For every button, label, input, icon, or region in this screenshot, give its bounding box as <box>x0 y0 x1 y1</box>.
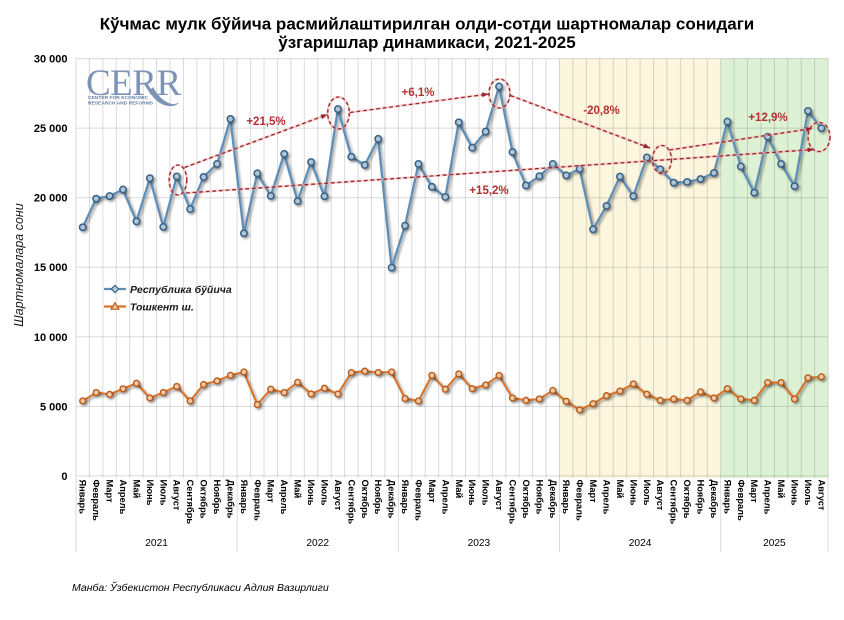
svg-text:Август: Август <box>816 480 826 511</box>
svg-text:CENTER FOR ECONOMIC: CENTER FOR ECONOMIC <box>88 95 149 101</box>
svg-text:Апрель: Апрель <box>763 480 773 515</box>
svg-text:Июль: Июль <box>642 480 652 506</box>
svg-text:Июль: Июль <box>158 480 168 506</box>
svg-text:2023: 2023 <box>468 538 491 549</box>
svg-text:Октябрь: Октябрь <box>360 480 370 519</box>
svg-text:Июль: Июль <box>803 480 813 506</box>
svg-text:+6,1%: +6,1% <box>402 87 435 99</box>
svg-text:ўзгаришлар динамикаси, 2021-20: ўзгаришлар динамикаси, 2021-2025 <box>278 33 575 52</box>
svg-text:Октябрь: Октябрь <box>682 480 692 519</box>
svg-text:Июнь: Июнь <box>790 480 800 506</box>
svg-text:Кўчмас мулк бўйича расмийлашти: Кўчмас мулк бўйича расмийлаштирилган олд… <box>100 15 755 34</box>
svg-text:RESEARCH AND REFORMS: RESEARCH AND REFORMS <box>88 100 154 106</box>
svg-text:+12,9%: +12,9% <box>748 112 787 124</box>
svg-text:Июнь: Июнь <box>628 480 638 506</box>
svg-text:Октябрь: Октябрь <box>199 480 209 519</box>
svg-text:2021: 2021 <box>145 538 168 549</box>
svg-text:Июль: Июль <box>319 480 329 506</box>
svg-text:10 000: 10 000 <box>34 332 68 344</box>
svg-text:Тошкент ш.: Тошкент ш. <box>130 302 194 314</box>
svg-text:Апрель: Апрель <box>440 480 450 515</box>
svg-text:25 000: 25 000 <box>34 123 68 135</box>
svg-text:Май: Май <box>293 480 303 499</box>
svg-text:Март: Март <box>588 480 598 504</box>
svg-text:Сентябрь: Сентябрь <box>185 480 195 525</box>
svg-text:Январь: Январь <box>239 480 249 515</box>
svg-text:CERR: CERR <box>86 63 181 104</box>
svg-text:Сентябрь: Сентябрь <box>507 480 517 525</box>
svg-text:Ноябрь: Ноябрь <box>534 480 544 515</box>
svg-text:+15,2%: +15,2% <box>469 185 508 197</box>
svg-text:Февраль: Февраль <box>91 480 101 522</box>
svg-text:Июнь: Июнь <box>306 480 316 506</box>
svg-text:Май: Май <box>776 480 786 499</box>
svg-text:Август: Август <box>655 480 665 511</box>
svg-text:Апрель: Апрель <box>279 480 289 515</box>
svg-text:Апрель: Апрель <box>602 480 612 515</box>
svg-text:Март: Март <box>749 480 759 504</box>
svg-text:Май: Май <box>454 480 464 499</box>
svg-text:Декабрь: Декабрь <box>709 480 719 519</box>
svg-text:Март: Март <box>427 480 437 504</box>
svg-text:5 000: 5 000 <box>40 401 68 413</box>
svg-text:Шартномалара сони: Шартномалара сони <box>12 203 26 326</box>
svg-text:Манба: Ўзбекистон Республикаси: Манба: Ўзбекистон Республикаси Адлия Ваз… <box>72 581 329 594</box>
svg-text:0: 0 <box>61 471 67 483</box>
svg-text:15 000: 15 000 <box>34 262 68 274</box>
svg-text:Март: Март <box>105 480 115 504</box>
svg-text:Ноябрь: Ноябрь <box>373 480 383 515</box>
svg-text:Республика бўйича: Республика бўйича <box>130 284 232 296</box>
svg-text:30 000: 30 000 <box>34 54 68 66</box>
svg-text:Февраль: Февраль <box>575 480 585 522</box>
svg-text:2025: 2025 <box>763 538 786 549</box>
svg-text:Январь: Январь <box>400 480 410 515</box>
svg-text:Сентябрь: Сентябрь <box>346 480 356 525</box>
svg-text:Август: Август <box>172 480 182 511</box>
svg-text:+21,5%: +21,5% <box>246 116 285 128</box>
svg-text:Май: Май <box>131 480 141 499</box>
svg-text:Ноябрь: Ноябрь <box>212 480 222 515</box>
svg-text:Январь: Январь <box>722 480 732 515</box>
svg-text:Август: Август <box>494 480 504 511</box>
svg-text:Сентябрь: Сентябрь <box>669 480 679 525</box>
svg-text:Октябрь: Октябрь <box>521 480 531 519</box>
svg-text:Февраль: Февраль <box>736 480 746 522</box>
svg-text:Август: Август <box>333 480 343 511</box>
svg-text:Ноябрь: Ноябрь <box>696 480 706 515</box>
svg-text:Июнь: Июнь <box>467 480 477 506</box>
svg-text:Январь: Январь <box>78 480 88 515</box>
svg-text:2024: 2024 <box>629 538 652 549</box>
svg-text:Февраль: Февраль <box>252 480 262 522</box>
svg-text:Июль: Июль <box>481 480 491 506</box>
svg-text:Май: Май <box>615 480 625 499</box>
svg-text:Январь: Январь <box>561 480 571 515</box>
svg-text:-20,8%: -20,8% <box>583 105 619 117</box>
svg-text:2022: 2022 <box>306 538 329 549</box>
svg-text:Февраль: Февраль <box>413 480 423 522</box>
svg-text:Декабрь: Декабрь <box>387 480 397 519</box>
svg-text:Декабрь: Декабрь <box>225 480 235 519</box>
svg-text:20 000: 20 000 <box>34 193 68 205</box>
svg-text:Март: Март <box>266 480 276 504</box>
svg-text:Июнь: Июнь <box>145 480 155 506</box>
svg-text:Апрель: Апрель <box>118 480 128 515</box>
svg-text:Декабрь: Декабрь <box>548 480 558 519</box>
